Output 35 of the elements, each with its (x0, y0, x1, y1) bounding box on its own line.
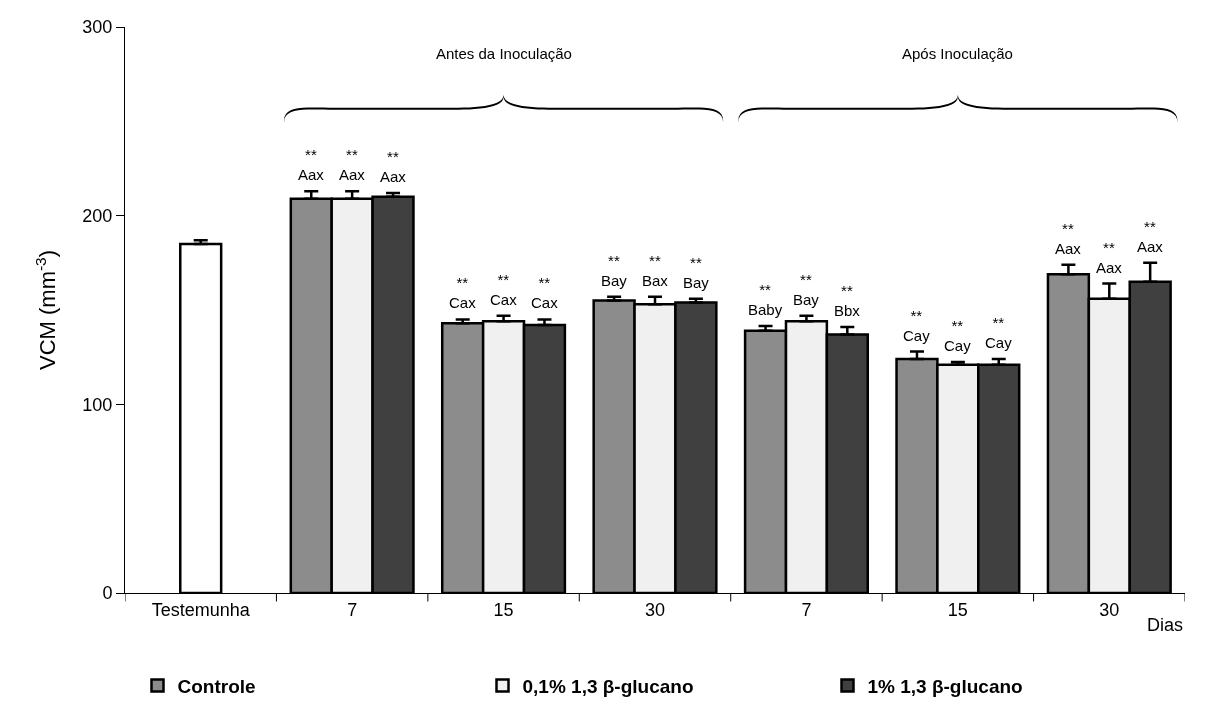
data-label: ** Cax (490, 271, 518, 308)
data-label: ** Aax (1137, 218, 1164, 255)
data-label: ** Bbx (834, 282, 861, 319)
data-label: ** Aax (1096, 239, 1123, 276)
data-label: ** Cay (944, 317, 972, 354)
data-label: ** Cay (985, 314, 1013, 351)
data-label: ** Bay (601, 252, 628, 289)
y-tick-label: 0 (102, 583, 113, 604)
legend-label: Controle (177, 675, 256, 697)
x-tick-label: 7 (347, 599, 358, 620)
legend-label: 1% 1,3 β-glucano (867, 675, 1023, 697)
data-label: ** Cay (903, 307, 931, 344)
data-label: ** Aax (298, 146, 325, 183)
data-label: ** Aax (339, 146, 366, 183)
legend-label: 0,1% 1,3 β-glucano (522, 675, 694, 697)
x-tick-label: 30 (1099, 599, 1120, 620)
data-label: ** Bax (642, 252, 669, 289)
data-label: ** Cax (449, 274, 477, 311)
data-label: ** Cax (531, 274, 559, 311)
x-axis-title: Dias (1147, 615, 1184, 635)
annotation: Após Inoculação (902, 45, 1013, 62)
y-tick-label: 300 (82, 17, 113, 38)
x-tick-label: 7 (801, 599, 812, 620)
x-tick-label: 15 (947, 599, 968, 620)
x-tick-label: 30 (644, 599, 666, 620)
annotation: Antes da Inoculação (436, 45, 572, 62)
x-tick-label: 15 (493, 599, 514, 620)
x-tick-label: Testemunha (151, 599, 251, 620)
data-label: ** Aax (1055, 220, 1082, 257)
data-label: ** Bay (683, 254, 710, 291)
data-label: ** Baby (748, 281, 783, 318)
y-tick-label: 100 (82, 394, 113, 415)
data-label: ** Bay (793, 271, 820, 308)
data-label: ** Aax (380, 148, 407, 185)
y-tick-label: 200 (82, 205, 113, 226)
